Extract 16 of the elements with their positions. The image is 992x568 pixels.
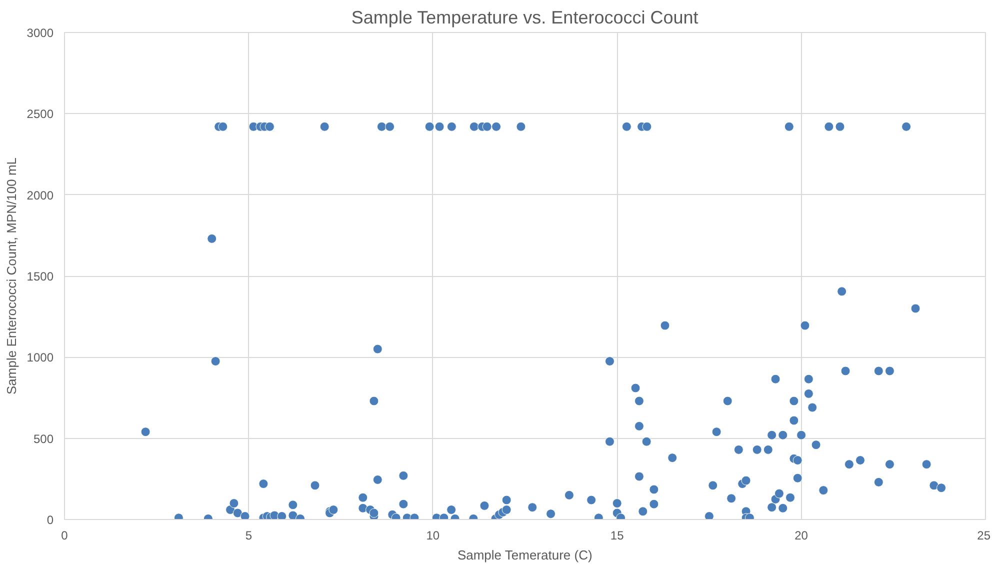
- x-tick-label: 25: [977, 528, 991, 542]
- x-tick-label: 5: [245, 528, 252, 542]
- y-tick-label: 2500: [26, 107, 54, 122]
- x-tick-label: 0: [61, 528, 68, 542]
- chart-title: Sample Temperature vs. Enterococci Count: [351, 8, 698, 28]
- y-tick-label: 500: [33, 432, 54, 446]
- x-tick-label: 10: [426, 528, 440, 542]
- y-tick-label: 0: [46, 513, 54, 527]
- y-tick-label: 3000: [26, 26, 54, 40]
- x-tick-label: 20: [794, 528, 808, 542]
- y-tick-label: 1500: [26, 270, 54, 284]
- y-tick-label: 1000: [26, 350, 54, 365]
- x-axis-title: Sample Temerature (C): [457, 548, 592, 562]
- y-tick-label: 2000: [26, 188, 54, 202]
- y-axis-title: Sample Enterococci Count, MPN/100 mL: [4, 158, 19, 394]
- x-tick-label: 15: [610, 528, 624, 542]
